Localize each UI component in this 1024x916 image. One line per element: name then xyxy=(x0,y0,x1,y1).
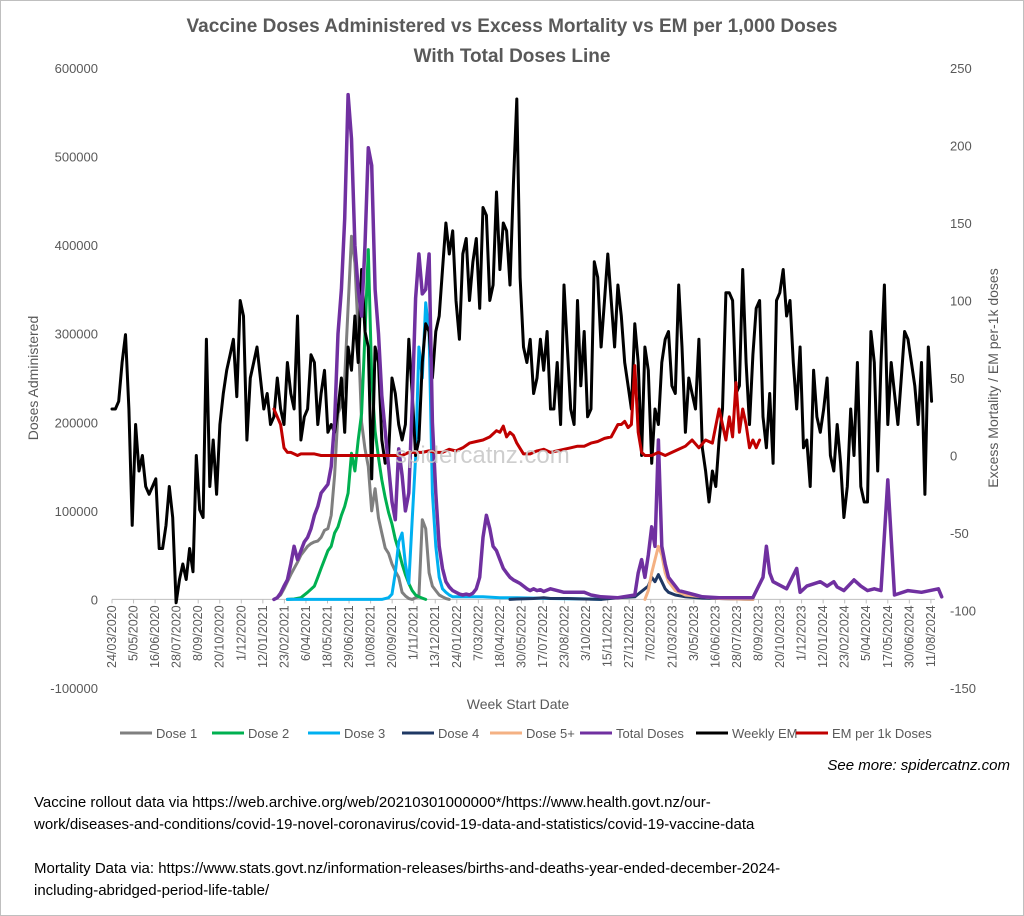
x-tick-label: 21/03/2023 xyxy=(665,605,679,668)
left-tick-label: 500000 xyxy=(55,150,98,165)
series-line-em xyxy=(110,97,934,605)
right-axis-title: Excess Mortality / EM per-1k doses xyxy=(985,268,1001,487)
left-tick-label: 600000 xyxy=(55,61,98,76)
legend-label-em: Weekly EM xyxy=(732,726,798,741)
right-tick-label: -50 xyxy=(950,526,969,541)
x-tick-label: 27/12/2022 xyxy=(622,605,636,668)
x-tick-label: 20/10/2023 xyxy=(773,605,787,668)
right-tick-label: 100 xyxy=(950,294,972,309)
x-tick-label: 28/07/2020 xyxy=(170,605,184,668)
x-tick-label: 3/05/2023 xyxy=(687,605,701,661)
x-tick-label: 1/12/2023 xyxy=(795,605,809,661)
right-tick-label: 50 xyxy=(950,371,964,386)
mortality-source-line-1: Mortality Data via: https://www.stats.go… xyxy=(34,860,781,877)
left-tick-label: 400000 xyxy=(55,238,98,253)
x-tick-label: 11/08/2024 xyxy=(924,605,938,667)
legend-label-dose3: Dose 3 xyxy=(344,726,385,741)
x-tick-label: 3/10/2022 xyxy=(579,605,593,661)
right-tick-label: 0 xyxy=(950,449,957,464)
left-tick-label: -100000 xyxy=(50,681,98,696)
left-tick-label: 100000 xyxy=(55,504,98,519)
x-tick-label: 15/11/2022 xyxy=(601,605,615,667)
x-tick-label: 12/01/2024 xyxy=(816,605,830,668)
x-tick-label: 1/11/2021 xyxy=(407,605,421,660)
watermark-text: spidercatnz.com xyxy=(395,442,570,469)
right-tick-label: 200 xyxy=(950,139,972,154)
vaccine-source-line-2: work/diseases-and-conditions/covid-19-no… xyxy=(34,816,755,833)
legend-label-dose1: Dose 1 xyxy=(156,726,197,741)
x-tick-label: 12/01/2021 xyxy=(256,605,270,668)
left-axis-title: Doses Administered xyxy=(25,316,41,441)
right-tick-label: -150 xyxy=(950,681,976,696)
x-tick-label: 24/01/2022 xyxy=(450,605,464,668)
right-tick-label: 250 xyxy=(950,61,972,76)
left-tick-label: 0 xyxy=(91,592,98,607)
x-tick-label: 6/04/2021 xyxy=(299,605,313,661)
series-line-em_per_1k xyxy=(272,364,762,457)
mortality-source-note: Mortality Data via: https://www.stats.go… xyxy=(34,858,994,902)
x-tick-label: 1/12/2020 xyxy=(234,605,248,661)
x-tick-label: 18/05/2021 xyxy=(320,605,334,668)
x-tick-label: 5/05/2020 xyxy=(127,605,141,661)
x-tick-label: 28/07/2023 xyxy=(730,605,744,668)
mortality-source-line-2: including-abridged-period-life-table/ xyxy=(34,882,270,899)
chart-svg: 600000 500000 400000 300000 200000 100000 0 -10… xyxy=(25,61,1001,741)
chart-subtitle: With Total Doses Line xyxy=(413,46,611,67)
x-tick-label: 20/09/2021 xyxy=(385,605,399,668)
x-tick-label: 17/05/2024 xyxy=(881,605,895,668)
x-axis-title: Week Start Date xyxy=(467,696,570,712)
legend-label-total: Total Doses xyxy=(616,726,684,741)
x-tick-label: 7/02/2023 xyxy=(644,605,658,661)
legend-label-em_per_1k: EM per 1k Doses xyxy=(832,726,932,741)
x-tick-label: 23/08/2022 xyxy=(558,605,572,668)
x-tick-label: 7/03/2022 xyxy=(471,605,485,661)
series-line-total xyxy=(272,92,944,602)
x-tick-label: 30/06/2024 xyxy=(902,605,916,668)
x-tick-label: 30/05/2022 xyxy=(514,605,528,668)
legend-label-dose5: Dose 5+ xyxy=(526,726,575,741)
right-tick-label: -100 xyxy=(950,604,976,619)
legend-label-dose2: Dose 2 xyxy=(248,726,289,741)
vaccine-source-line-1: Vaccine rollout data via https://web.arc… xyxy=(34,794,711,811)
chart-title: Vaccine Doses Administered vs Excess Mor… xyxy=(186,16,838,37)
x-tick-label: 8/09/2023 xyxy=(751,605,765,661)
x-tick-label: 23/02/2024 xyxy=(838,605,852,668)
x-tick-label: 10/08/2021 xyxy=(364,605,378,668)
x-tick-label: 23/02/2021 xyxy=(277,605,291,668)
x-tick-label: 24/03/2020 xyxy=(105,605,119,668)
x-tick-label: 16/06/2020 xyxy=(148,605,162,668)
x-tick-label: 16/06/2023 xyxy=(708,605,722,668)
vaccine-source-note: Vaccine rollout data via https://web.arc… xyxy=(34,792,994,836)
x-tick-label: 20/10/2020 xyxy=(213,605,227,668)
series-line-dose5 xyxy=(643,544,755,601)
x-tick-label: 5/04/2024 xyxy=(859,605,873,661)
x-tick-label: 18/04/2022 xyxy=(493,605,507,668)
see-more-note: See more: spidercatnz.com xyxy=(827,757,1010,774)
left-tick-label: 200000 xyxy=(55,415,98,430)
left-tick-label: 300000 xyxy=(55,327,98,342)
x-tick-label: 29/06/2021 xyxy=(342,605,356,668)
legend-label-dose4: Dose 4 xyxy=(438,726,479,741)
x-tick-label: 17/07/2022 xyxy=(536,605,550,668)
series-line-dose2 xyxy=(285,248,428,601)
x-tick-label: 13/12/2021 xyxy=(428,605,442,668)
x-tick-label: 8/09/2020 xyxy=(191,605,205,661)
right-tick-label: 150 xyxy=(950,216,972,231)
